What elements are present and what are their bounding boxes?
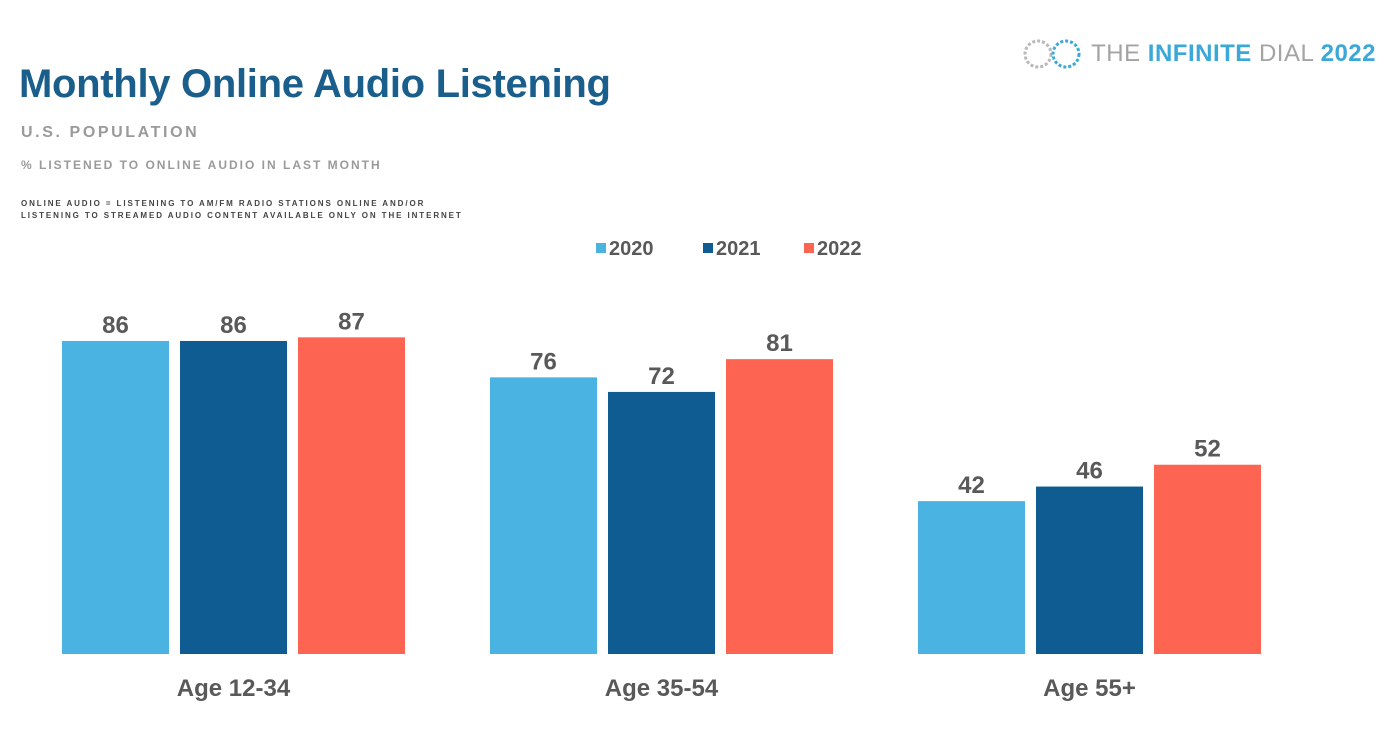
infinity-loop-icon [1023, 39, 1081, 69]
category-label-age-55-: Age 55+ [1043, 675, 1136, 702]
data-label-age-35-54-2021: 72 [648, 363, 675, 390]
brand-wordmark: THE INFINITE DIAL 2022 [1091, 40, 1376, 68]
chart-measure-description: % LISTENED TO ONLINE AUDIO IN LAST MONTH [21, 158, 382, 172]
bar-age-12-34-2020 [62, 340, 169, 654]
bar-age-35-54-2020 [490, 377, 597, 654]
data-label-age-55--2022: 52 [1194, 436, 1221, 463]
category-label-age-12-34: Age 12-34 [177, 675, 291, 702]
page-title: Monthly Online Audio Listening [19, 62, 611, 106]
data-label-age-35-54-2022: 81 [766, 330, 793, 357]
online-audio-definition: ONLINE AUDIO = LISTENING TO AM/FM RADIO … [21, 198, 463, 222]
category-label-age-35-54: Age 35-54 [605, 675, 719, 702]
bar-age-35-54-2022 [726, 359, 833, 654]
brand-year: 2022 [1320, 40, 1376, 67]
brand-logo: THE INFINITE DIAL 2022 [1021, 36, 1376, 72]
definition-line-1: ONLINE AUDIO = LISTENING TO AM/FM RADIO … [21, 199, 426, 208]
legend-swatch-2022 [804, 243, 814, 253]
brand-infinite: INFINITE [1147, 40, 1252, 67]
bar-age-55--2022 [1154, 464, 1261, 654]
data-label-age-12-34-2021: 86 [220, 312, 247, 339]
legend-label-2020: 2020 [609, 238, 654, 260]
chart-subtitle: U.S. POPULATION [21, 124, 200, 141]
brand-dial: DIAL [1258, 40, 1314, 67]
data-label-age-55--2021: 46 [1076, 458, 1103, 485]
data-label-age-12-34-2022: 87 [338, 308, 365, 335]
bar-age-55--2020 [918, 501, 1025, 654]
bar-age-55--2021 [1036, 486, 1143, 654]
legend-swatch-2020 [596, 243, 606, 253]
brand-the: THE [1091, 40, 1141, 67]
bar-age-35-54-2021 [608, 391, 715, 654]
legend-label-2021: 2021 [716, 238, 761, 260]
data-label-age-12-34-2020: 86 [102, 312, 129, 339]
legend-swatch-2021 [703, 243, 713, 253]
data-label-age-55--2020: 42 [958, 472, 985, 499]
bar-age-12-34-2022 [298, 337, 405, 654]
legend-label-2022: 2022 [817, 238, 862, 260]
definition-line-2: LISTENING TO STREAMED AUDIO CONTENT AVAI… [21, 211, 463, 220]
bar-age-12-34-2021 [180, 340, 287, 654]
data-label-age-35-54-2020: 76 [530, 348, 557, 375]
